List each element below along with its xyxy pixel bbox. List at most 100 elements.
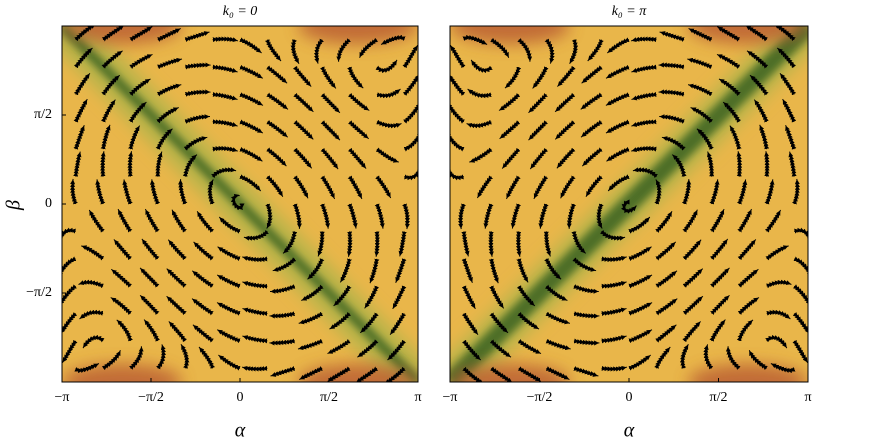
streamline (402, 45, 418, 69)
streamline (171, 209, 187, 233)
streamline (101, 26, 124, 42)
streamline (182, 154, 198, 177)
streamline (544, 38, 555, 64)
streamline (266, 147, 287, 167)
y-tick-label: 0 (45, 196, 52, 211)
streamline (489, 339, 512, 358)
streamline (395, 258, 407, 283)
streamline (606, 146, 630, 162)
streamline (779, 72, 797, 96)
streamline (73, 47, 93, 69)
streamline (517, 366, 542, 382)
streamline (192, 324, 214, 343)
streamline (129, 53, 153, 69)
streamline (764, 209, 782, 233)
streamline (580, 119, 603, 138)
streamline (631, 145, 657, 153)
streamline (178, 179, 188, 205)
x-tick-label: −π (55, 390, 70, 405)
streamline (212, 64, 238, 73)
streamline (749, 74, 769, 96)
x-axis-label: α (235, 420, 246, 442)
streamline (62, 227, 76, 244)
streamline (450, 102, 466, 124)
streamline (101, 50, 123, 69)
streamline (737, 297, 760, 316)
streamline (392, 285, 407, 310)
streamline (374, 203, 385, 229)
streamline (293, 175, 309, 199)
plot-area (450, 26, 808, 382)
streamline (528, 120, 548, 141)
streamline (476, 175, 494, 199)
streamline (736, 151, 743, 177)
streamline (73, 98, 88, 123)
streamline (389, 312, 407, 336)
streamline (374, 231, 380, 257)
streamline (336, 38, 352, 62)
streamline (319, 203, 331, 229)
streamline (156, 83, 182, 97)
streamline (301, 284, 324, 301)
streamline (155, 151, 163, 177)
streamline (682, 239, 702, 261)
streamline (745, 26, 768, 42)
streamline (347, 203, 358, 229)
streamline (544, 258, 562, 280)
streamline (585, 175, 603, 198)
streamline (737, 179, 748, 205)
streamline (467, 88, 492, 99)
streamline (100, 151, 106, 177)
streamline (658, 62, 685, 70)
streamline (198, 346, 216, 369)
streamline (269, 284, 296, 294)
streamline (764, 179, 775, 205)
streamline (605, 92, 630, 106)
streamline (516, 258, 529, 283)
streamline (166, 268, 187, 288)
streamline (725, 346, 741, 370)
streamline (239, 92, 264, 106)
streamline (180, 343, 190, 369)
streamline (501, 147, 521, 169)
y-tick-label: −π/2 (26, 285, 52, 300)
streamline (792, 284, 808, 306)
x-tick-label: π/2 (320, 390, 338, 405)
streamline (347, 92, 370, 111)
streamline (659, 114, 685, 124)
streamline (347, 175, 363, 200)
streamline (185, 62, 211, 70)
streamline (718, 78, 741, 97)
streamline (320, 175, 336, 200)
streamline (792, 178, 800, 205)
streamline (601, 365, 628, 372)
streamline (320, 147, 339, 170)
streamline (793, 256, 808, 277)
streamline (788, 151, 797, 177)
streamline (216, 302, 241, 316)
streamline (628, 354, 652, 371)
streamline (239, 174, 262, 192)
streamline (709, 238, 729, 261)
streamline (282, 231, 298, 254)
streamline (545, 338, 571, 351)
streamline (62, 312, 78, 334)
streamline (62, 339, 78, 363)
streamline (716, 53, 741, 69)
streamline (696, 128, 714, 150)
x-tick-label: 0 (626, 390, 633, 405)
streamline (450, 131, 465, 152)
streamline (671, 154, 687, 177)
streamline (185, 89, 211, 97)
streamline (101, 74, 121, 96)
streamline (183, 136, 208, 151)
streamline (110, 268, 132, 288)
streamline (212, 119, 238, 127)
streamline (469, 147, 493, 163)
streamline (557, 65, 576, 87)
streamline (329, 311, 352, 330)
streamline (62, 256, 77, 277)
streamline (157, 57, 183, 70)
streamline (581, 65, 603, 84)
streamline (573, 366, 599, 377)
